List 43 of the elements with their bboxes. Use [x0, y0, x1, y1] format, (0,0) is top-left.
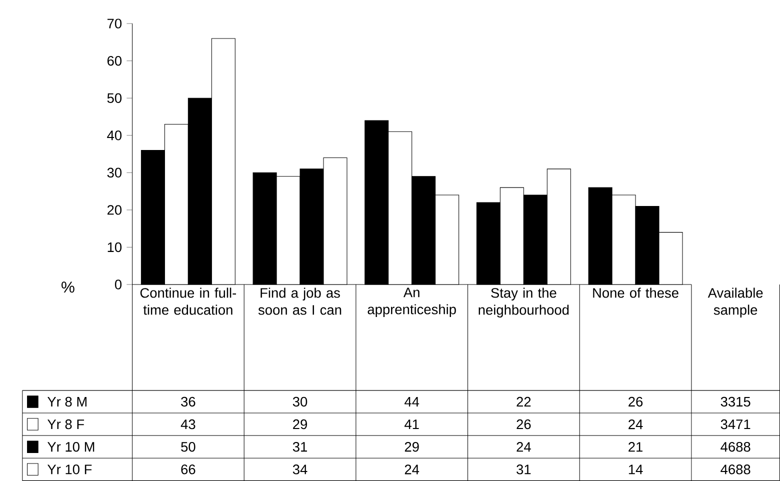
y-tick-label: 60: [107, 56, 122, 66]
text: 4688: [720, 464, 750, 474]
y-tick-label: 50: [107, 93, 122, 103]
data-label: 34: [292, 464, 308, 474]
y-tick-label: 70: [107, 18, 122, 28]
y-tick-label: 10: [108, 242, 122, 252]
y-tick-label: 40: [107, 130, 122, 140]
x-tick-label: An apprenticeship: [368, 288, 456, 318]
x-tick-label: None of these: [593, 288, 678, 298]
data-label: 22: [516, 396, 531, 407]
legend-label: Yr 10 M: [47, 442, 94, 452]
data-label: 29: [404, 442, 419, 452]
x-tick-label: Stay in the neighbourhood: [478, 288, 569, 318]
data-label: 36: [181, 396, 196, 407]
data-label: 26: [628, 396, 643, 407]
data-label: 43: [180, 419, 196, 430]
text: 4688: [720, 442, 750, 452]
data-label: 14: [628, 464, 643, 474]
legend-label: Yr 10 F: [47, 464, 92, 474]
data-label: 21: [628, 442, 642, 452]
data-label: 66: [181, 464, 196, 474]
y-tick-label: 0: [114, 280, 122, 290]
data-label: 31: [292, 442, 307, 452]
data-label: 24: [404, 464, 420, 474]
data-label: 24: [516, 442, 531, 452]
data-label: 41: [404, 420, 419, 430]
data-label: 31: [516, 464, 531, 474]
text: 3471: [720, 419, 750, 430]
text: 3315: [720, 396, 750, 407]
data-label: 24: [628, 420, 643, 430]
y-tick-label: 30: [107, 168, 122, 178]
x-tick-label: Find a job as soon as I can: [258, 288, 342, 315]
y-axis-title: %: [62, 282, 74, 293]
y-tick-label: 20: [107, 205, 122, 215]
x-tick-label: Continue in full-time education: [140, 288, 236, 315]
data-label: 50: [181, 442, 196, 452]
data-label: 26: [516, 419, 531, 430]
data-label: 44: [404, 397, 420, 406]
data-label: 30: [292, 396, 308, 407]
legend-label: Yr 8 M: [47, 396, 86, 407]
data-label: 29: [293, 419, 307, 430]
legend-label: Yr 8 F: [47, 419, 84, 430]
x-tick-label: Available sample: [708, 288, 763, 318]
